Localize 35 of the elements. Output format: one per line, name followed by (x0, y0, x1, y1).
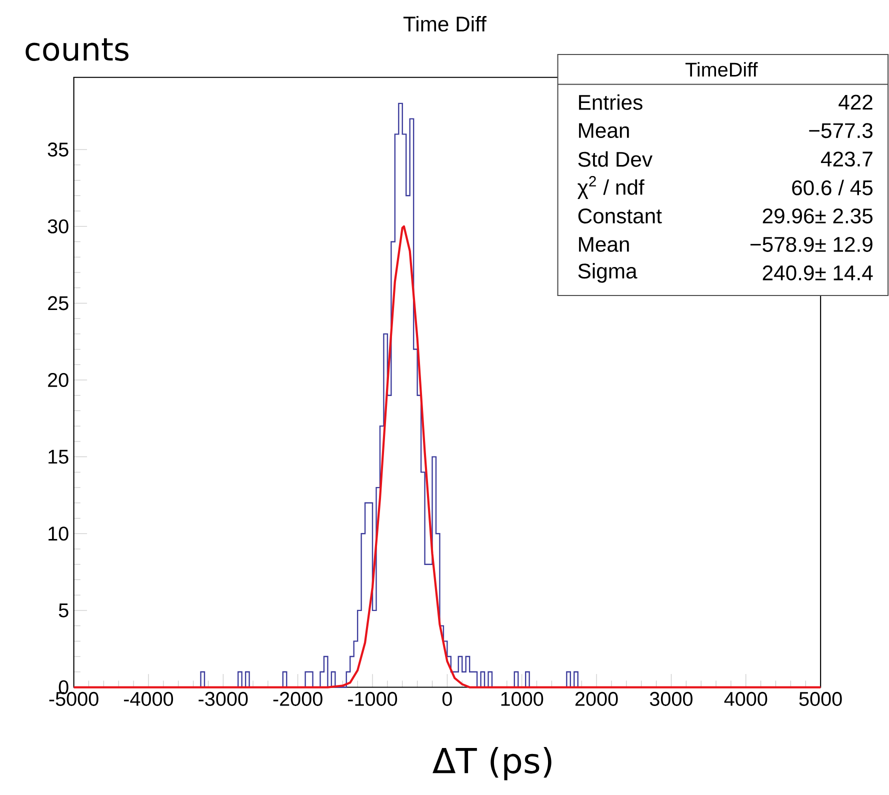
text: TimeDiff (685, 62, 758, 77)
x-tick-label: 4000 (724, 692, 768, 706)
text: 422 (838, 94, 872, 110)
annotation: Constant (578, 208, 662, 224)
annotation: 60.6 / 45 (792, 180, 873, 196)
annotation: −577.3 (809, 122, 872, 138)
x-tick-label: 2000 (575, 692, 618, 706)
chart-title: Time Diff (403, 16, 486, 32)
x-tick-label: -3000 (198, 692, 248, 706)
annotation: Mean (579, 123, 629, 138)
annotation: 29.96± 2.35 (762, 208, 873, 224)
y-tick-label: 35 (48, 142, 68, 156)
annotation: Sigma (578, 262, 638, 283)
annotation: Entries (579, 94, 642, 110)
x-tick-label: -4000 (124, 692, 174, 706)
y-tick-label: 20 (48, 372, 68, 387)
x-axis-title: ΔT (ps) (432, 746, 552, 780)
x-tick-label: 5000 (799, 692, 842, 706)
annotation: Mean (579, 236, 629, 252)
x-tick-label: -1000 (348, 692, 398, 706)
y-tick-label: 30 (48, 219, 68, 234)
annotation: Std Dev (578, 151, 652, 167)
annotation: 240.9± 14.4 (762, 265, 873, 280)
x-tick-label: 0 (442, 692, 452, 706)
x-tick-label: 3000 (650, 692, 692, 706)
text: 423.7 (820, 151, 872, 166)
y-tick-label: 5 (58, 603, 68, 618)
x-tick-label: 1000 (501, 692, 544, 706)
x-tick-label: -2000 (273, 692, 322, 706)
annotation: −578.9± 12.9 (750, 236, 872, 252)
y-tick-label: 25 (48, 296, 68, 310)
y-axis-title: counts (26, 38, 128, 61)
y-tick-label: 10 (48, 526, 68, 540)
annotation: χ$^{2}$ / ndf (578, 176, 644, 199)
y-tick-label: 15 (48, 450, 68, 464)
